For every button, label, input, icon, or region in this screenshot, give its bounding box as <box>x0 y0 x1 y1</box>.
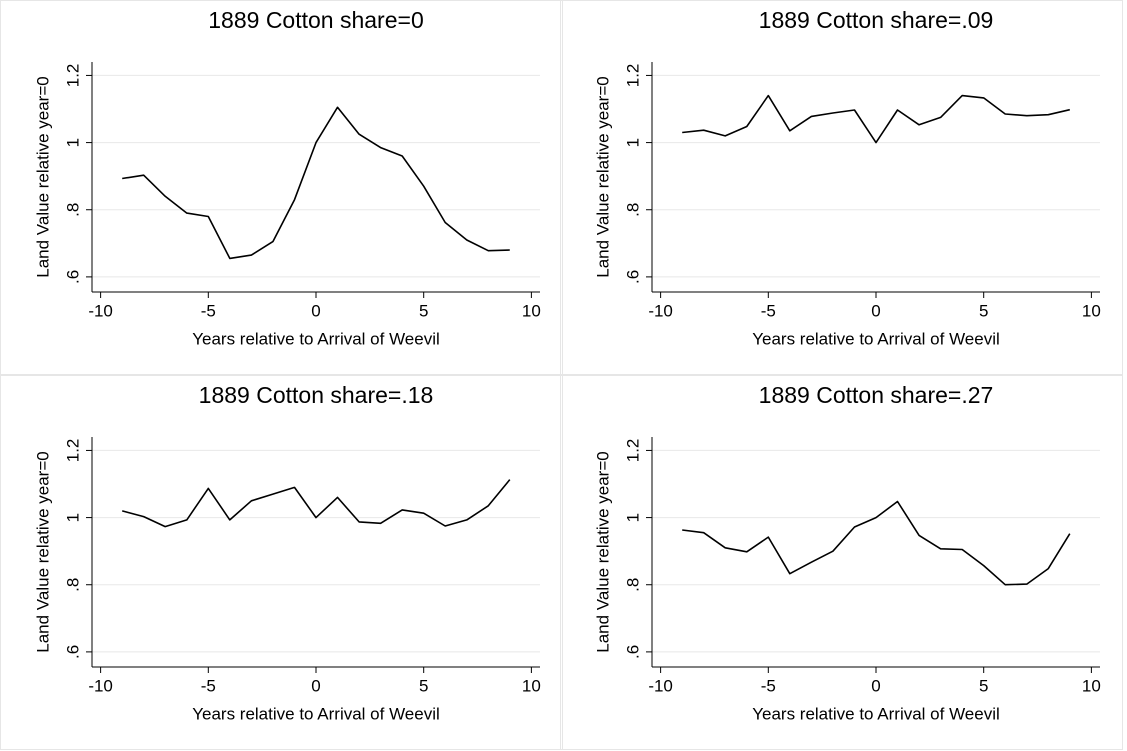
y-tick-label: 1.2 <box>63 64 82 88</box>
y-tick-label: 1 <box>63 513 82 522</box>
panel-border <box>0 0 563 375</box>
x-tick-label: -5 <box>201 301 216 320</box>
y-tick-label: .8 <box>623 578 642 592</box>
x-tick-label: 0 <box>871 676 880 695</box>
y-axis-label: Land Value relative year=0 <box>33 76 52 277</box>
y-tick-label: .8 <box>63 203 82 217</box>
x-tick-label: -5 <box>761 676 776 695</box>
y-axis-label: Land Value relative year=0 <box>593 451 612 652</box>
x-axis-label: Years relative to Arrival of Weevil <box>752 329 1000 348</box>
x-axis-label: Years relative to Arrival of Weevil <box>192 329 440 348</box>
data-line <box>121 479 511 528</box>
panel-title: 1889 Cotton share=.09 <box>759 7 994 33</box>
data-line <box>682 500 1071 586</box>
y-tick-label: 1.2 <box>623 64 642 88</box>
y-tick-label: 1.2 <box>623 439 642 463</box>
x-tick-label: 10 <box>522 301 541 320</box>
y-tick-label: .6 <box>623 645 642 659</box>
panel-title: 1889 Cotton share=0 <box>208 7 423 33</box>
x-tick-label: -10 <box>88 676 113 695</box>
panel-title: 1889 Cotton share=.27 <box>759 382 994 408</box>
y-tick-label: 1 <box>623 138 642 147</box>
y-tick-label: 1 <box>63 138 82 147</box>
y-tick-label: .6 <box>63 645 82 659</box>
panel-border <box>560 375 1123 750</box>
x-axis-label: Years relative to Arrival of Weevil <box>752 704 1000 723</box>
data-line <box>682 94 1070 144</box>
y-tick-label: .6 <box>63 270 82 284</box>
x-tick-label: 10 <box>1082 301 1101 320</box>
data-line <box>122 106 510 260</box>
x-tick-label: 5 <box>979 301 988 320</box>
y-tick-label: 1 <box>623 513 642 522</box>
x-tick-label: -10 <box>648 676 673 695</box>
x-tick-label: 5 <box>419 676 428 695</box>
x-tick-label: 0 <box>871 301 880 320</box>
panel-border <box>560 0 1123 375</box>
y-tick-label: .8 <box>623 203 642 217</box>
x-axis-label: Years relative to Arrival of Weevil <box>192 704 440 723</box>
y-tick-label: 1.2 <box>63 439 82 463</box>
x-tick-label: 0 <box>311 676 320 695</box>
x-tick-label: -10 <box>648 301 673 320</box>
y-tick-label: .6 <box>623 270 642 284</box>
y-axis-label: Land Value relative year=0 <box>33 451 52 652</box>
x-tick-label: -5 <box>201 676 216 695</box>
x-tick-label: -5 <box>761 301 776 320</box>
panel-title: 1889 Cotton share=.18 <box>199 382 434 408</box>
y-axis-label: Land Value relative year=0 <box>593 76 612 277</box>
x-tick-label: 0 <box>311 301 320 320</box>
y-tick-label: .8 <box>63 578 82 592</box>
x-tick-label: 5 <box>979 676 988 695</box>
x-tick-label: 5 <box>419 301 428 320</box>
x-tick-label: 10 <box>522 676 541 695</box>
panel-border <box>0 375 563 750</box>
x-tick-label: -10 <box>88 301 113 320</box>
x-tick-label: 10 <box>1082 676 1101 695</box>
